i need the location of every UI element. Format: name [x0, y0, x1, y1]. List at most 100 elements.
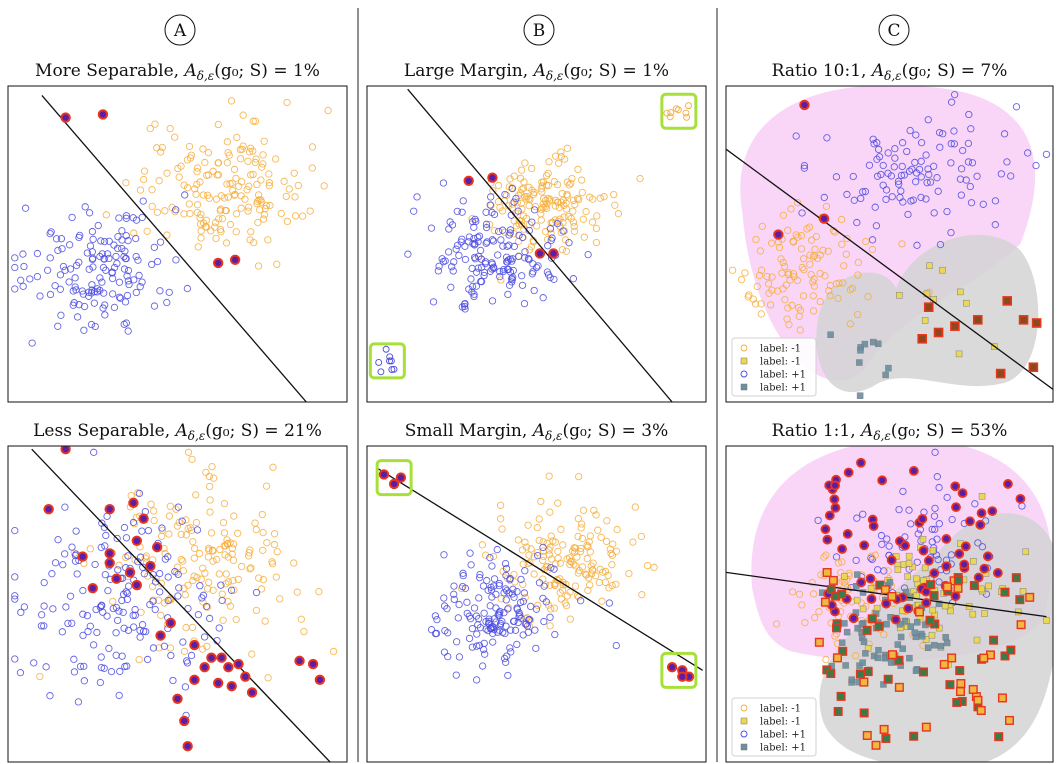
- data-point: [132, 234, 140, 243]
- data-point: [51, 559, 60, 567]
- data-point: [522, 543, 531, 551]
- data-point: [124, 236, 132, 245]
- data-point: [320, 182, 328, 190]
- data-point: [496, 272, 504, 281]
- highlighted-square: [933, 327, 944, 338]
- panel-title: Large Margin, Aδ,ε(g₀; S) = 1%: [404, 61, 669, 83]
- data-point: [413, 193, 421, 201]
- data-point-square: [862, 650, 869, 657]
- data-point-square: [905, 560, 913, 567]
- data-point: [525, 256, 533, 264]
- data-point: [452, 638, 461, 646]
- data-point: [120, 252, 128, 261]
- data-point-cluster: [382, 345, 390, 353]
- data-point: [612, 547, 621, 555]
- data-point-square: [859, 589, 867, 596]
- data-point: [807, 236, 816, 244]
- data-point: [194, 611, 202, 619]
- data-point: [206, 508, 214, 516]
- data-point: [528, 186, 536, 194]
- data-point: [517, 575, 525, 584]
- data-point: [749, 295, 757, 303]
- data-point: [201, 223, 210, 231]
- legend-label: label: -1: [760, 357, 801, 368]
- data-point: [532, 263, 541, 272]
- data-point: [33, 272, 42, 281]
- data-point: [269, 463, 277, 471]
- data-point-square: [860, 638, 868, 646]
- data-point: [1024, 149, 1032, 157]
- data-point: [209, 586, 217, 594]
- data-point: [52, 235, 61, 243]
- data-point-square: [874, 654, 882, 662]
- data-point: [459, 197, 467, 205]
- data-point-square: [928, 631, 936, 639]
- data-point: [524, 254, 533, 263]
- data-point: [253, 180, 261, 189]
- data-point: [207, 529, 216, 537]
- data-point: [490, 575, 499, 583]
- data-point: [46, 229, 54, 238]
- data-point-square: [911, 629, 919, 636]
- data-point: [113, 616, 122, 625]
- data-point: [211, 223, 219, 231]
- data-point: [816, 297, 824, 306]
- data-point: [494, 251, 502, 259]
- data-point: [174, 570, 182, 579]
- data-point: [36, 672, 44, 681]
- data-point: [465, 233, 474, 241]
- data-point: [54, 536, 62, 544]
- highlighted-point: [799, 99, 810, 111]
- highlighted-square: [929, 591, 939, 601]
- data-point: [864, 293, 872, 301]
- data-point: [89, 235, 97, 243]
- data-point: [220, 529, 229, 537]
- data-point: [228, 186, 237, 195]
- data-point: [534, 601, 542, 610]
- data-point: [574, 532, 582, 541]
- data-point: [803, 225, 811, 233]
- data-point: [197, 227, 205, 235]
- legend-marker: [740, 730, 748, 738]
- data-point: [131, 611, 139, 619]
- plot-area: [726, 86, 1053, 399]
- data-point: [205, 578, 213, 587]
- data-point: [224, 578, 233, 586]
- data-point: [37, 622, 46, 630]
- data-point: [643, 561, 652, 570]
- highlighted-square: [953, 583, 963, 593]
- data-point: [155, 177, 163, 185]
- data-point: [487, 201, 495, 210]
- data-point: [156, 287, 164, 295]
- data-point: [991, 221, 999, 229]
- data-point: [457, 238, 465, 246]
- data-point: [115, 214, 123, 222]
- data-point: [188, 623, 197, 632]
- data-point: [218, 590, 226, 598]
- data-point-square: [929, 606, 937, 614]
- data-point: [120, 320, 128, 328]
- data-point: [546, 622, 554, 630]
- highlighted-point: [378, 469, 390, 480]
- data-point: [249, 117, 257, 125]
- data-point: [797, 232, 806, 240]
- data-point: [265, 182, 273, 190]
- data-point: [853, 514, 861, 522]
- panel-frame: [7, 445, 348, 763]
- data-point: [871, 203, 879, 211]
- data-point: [455, 653, 464, 661]
- highlighted-square: [955, 666, 965, 676]
- data-point: [255, 196, 263, 204]
- data-point: [820, 553, 828, 561]
- data-point: [924, 116, 932, 124]
- highlighted-point: [216, 652, 227, 663]
- data-point: [505, 604, 513, 612]
- data-point: [475, 573, 484, 582]
- data-point: [183, 284, 192, 293]
- data-point: [595, 578, 604, 587]
- data-point: [510, 242, 518, 251]
- data-point: [165, 530, 173, 538]
- data-point: [503, 242, 511, 250]
- data-point: [541, 581, 550, 589]
- data-point: [459, 572, 467, 580]
